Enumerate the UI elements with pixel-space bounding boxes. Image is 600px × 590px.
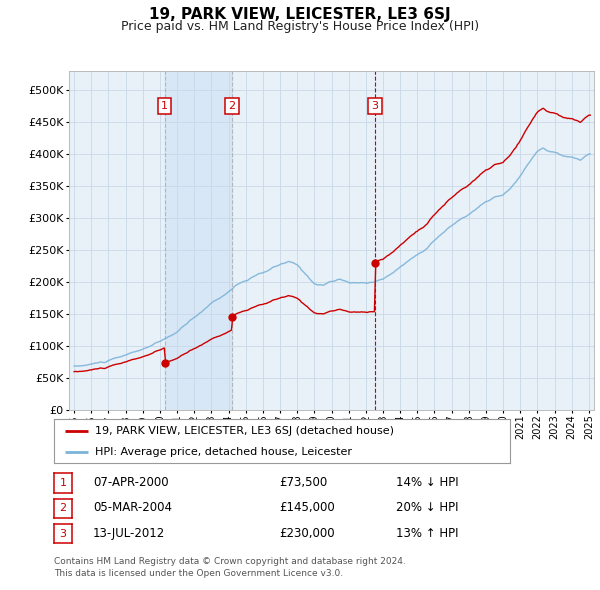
Text: 20% ↓ HPI: 20% ↓ HPI (396, 502, 458, 514)
Text: Price paid vs. HM Land Registry's House Price Index (HPI): Price paid vs. HM Land Registry's House … (121, 20, 479, 33)
Text: 13-JUL-2012: 13-JUL-2012 (93, 527, 165, 540)
Text: This data is licensed under the Open Government Licence v3.0.: This data is licensed under the Open Gov… (54, 569, 343, 578)
Text: 2: 2 (59, 503, 67, 513)
Text: HPI: Average price, detached house, Leicester: HPI: Average price, detached house, Leic… (95, 447, 352, 457)
Bar (164, 71, 232, 410)
Text: 2: 2 (228, 101, 235, 111)
Text: Contains HM Land Registry data © Crown copyright and database right 2024.: Contains HM Land Registry data © Crown c… (54, 558, 406, 566)
Text: 05-MAR-2004: 05-MAR-2004 (93, 502, 172, 514)
Text: £73,500: £73,500 (279, 476, 327, 489)
Text: 07-APR-2000: 07-APR-2000 (93, 476, 169, 489)
Text: 19, PARK VIEW, LEICESTER, LE3 6SJ (detached house): 19, PARK VIEW, LEICESTER, LE3 6SJ (detac… (95, 427, 394, 436)
Text: 3: 3 (371, 101, 379, 111)
Text: 1: 1 (161, 101, 168, 111)
Text: £145,000: £145,000 (279, 502, 335, 514)
Text: £230,000: £230,000 (279, 527, 335, 540)
Text: 13% ↑ HPI: 13% ↑ HPI (396, 527, 458, 540)
Text: 14% ↓ HPI: 14% ↓ HPI (396, 476, 458, 489)
Text: 3: 3 (59, 529, 67, 539)
Text: 1: 1 (59, 478, 67, 488)
Text: 19, PARK VIEW, LEICESTER, LE3 6SJ: 19, PARK VIEW, LEICESTER, LE3 6SJ (149, 7, 451, 22)
